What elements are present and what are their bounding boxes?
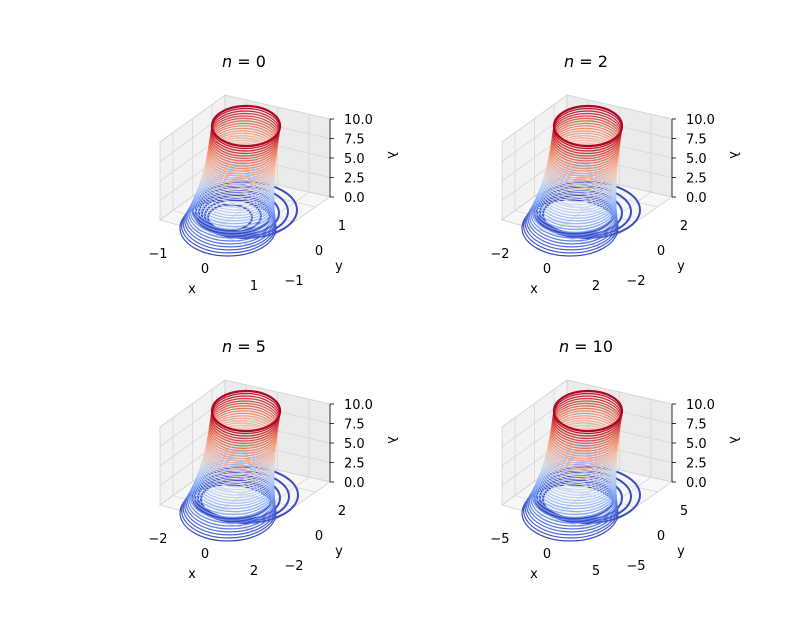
x-tick-label: −1 <box>148 247 167 262</box>
gridline <box>514 417 615 523</box>
y-tick-label: −2 <box>626 274 645 289</box>
z-tick-label: 0.0 <box>344 476 365 491</box>
gridline <box>172 132 273 238</box>
y-tick-label: 5 <box>680 504 688 519</box>
z-tick-label: 10.0 <box>344 398 373 413</box>
gridline <box>172 417 273 523</box>
z-tick-label: 7.5 <box>344 133 365 148</box>
z-tick-label: 2.5 <box>686 457 707 472</box>
z-tick-label: 5.0 <box>344 437 365 452</box>
title-variable: n <box>222 337 232 356</box>
x-axis-label: x <box>188 282 196 297</box>
gridline <box>159 438 331 486</box>
gridline <box>514 132 615 238</box>
z-tick-label: 5.0 <box>686 437 707 452</box>
z-axis-label: λ <box>726 436 741 444</box>
title-variable: n <box>564 52 574 71</box>
z-tick-label: 2.5 <box>344 172 365 187</box>
title-value: 0 <box>256 52 266 71</box>
y-tick-label: −5 <box>626 559 645 574</box>
gridline <box>159 94 331 143</box>
x-axis-label: x <box>188 567 196 582</box>
subplot-title: n = 0 <box>222 52 266 71</box>
z-tick-label: 10.0 <box>686 113 715 128</box>
y-axis-label: y <box>335 544 343 559</box>
x-tick-label: 5 <box>592 564 600 579</box>
x-tick-label: 0 <box>543 262 551 277</box>
surface-contours <box>179 105 281 257</box>
grid <box>159 379 331 527</box>
gridline <box>501 153 673 201</box>
top-contour <box>210 104 282 148</box>
title-equals: = <box>569 337 593 356</box>
title-equals: = <box>232 52 256 71</box>
title-value: 10 <box>593 337 613 356</box>
top-contour <box>552 104 624 148</box>
title-variable: n <box>222 52 232 71</box>
top-contour <box>210 389 282 433</box>
x-tick-label: 2 <box>250 564 258 579</box>
z-tick-label: 0.0 <box>344 191 365 206</box>
title-value: 2 <box>598 52 608 71</box>
z-tick-label: 0.0 <box>686 191 707 206</box>
y-tick-label: 0 <box>657 244 665 259</box>
x-tick-label: 0 <box>201 547 209 562</box>
surface-contours <box>521 105 623 257</box>
z-tick-label: 2.5 <box>344 457 365 472</box>
x-axis-label: x <box>530 567 538 582</box>
y-axis-label: y <box>335 259 343 274</box>
z-tick-label: 7.5 <box>344 418 365 433</box>
gridline <box>501 94 673 143</box>
gridline <box>159 153 331 201</box>
gridline <box>501 438 673 486</box>
z-axis-label: λ <box>384 436 399 444</box>
x-tick-label: 0 <box>543 547 551 562</box>
z-tick-label: 0.0 <box>686 476 707 491</box>
z-tick-label: 7.5 <box>686 133 707 148</box>
y-tick-label: 2 <box>338 504 346 519</box>
z-tick-label: 7.5 <box>686 418 707 433</box>
z-tick-label: 2.5 <box>686 172 707 187</box>
title-equals: = <box>232 337 256 356</box>
x-tick-label: −2 <box>490 247 509 262</box>
z-tick-label: 10.0 <box>686 398 715 413</box>
z-axis-label: λ <box>384 151 399 159</box>
title-value: 5 <box>256 337 266 356</box>
x-tick-label: −5 <box>490 532 509 547</box>
x-tick-label: 2 <box>592 279 600 294</box>
y-tick-label: −2 <box>284 559 303 574</box>
z-tick-label: 5.0 <box>686 152 707 167</box>
y-tick-label: −1 <box>284 274 303 289</box>
gridline <box>501 379 673 428</box>
subplot-title: n = 2 <box>564 52 608 71</box>
z-axis-label: λ <box>726 151 741 159</box>
z-tick-label: 10.0 <box>344 113 373 128</box>
y-tick-label: 0 <box>315 244 323 259</box>
top-contour <box>552 389 624 433</box>
title-equals: = <box>574 52 598 71</box>
x-tick-label: 1 <box>250 279 258 294</box>
y-tick-label: 2 <box>680 219 688 234</box>
y-tick-label: 0 <box>315 529 323 544</box>
x-tick-label: −2 <box>148 532 167 547</box>
gridline <box>159 379 331 428</box>
subplot-title: n = 10 <box>559 337 613 356</box>
subplot-title: n = 5 <box>222 337 266 356</box>
y-tick-label: 1 <box>338 219 346 234</box>
x-axis-label: x <box>530 282 538 297</box>
x-tick-label: 0 <box>201 262 209 277</box>
y-axis-label: y <box>677 544 685 559</box>
z-tick-label: 5.0 <box>344 152 365 167</box>
title-variable: n <box>559 337 569 356</box>
y-tick-label: 0 <box>657 529 665 544</box>
y-axis-label: y <box>677 259 685 274</box>
